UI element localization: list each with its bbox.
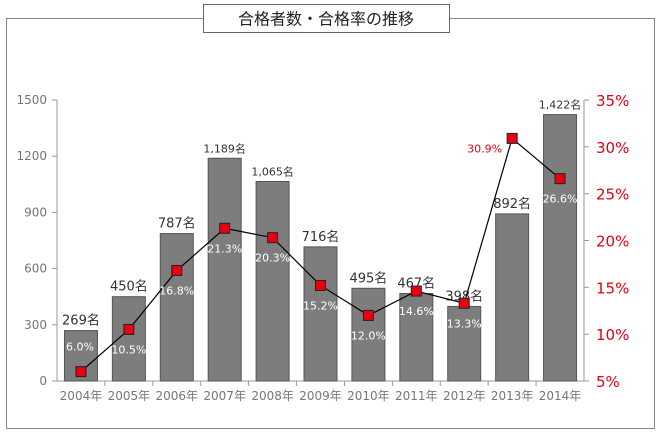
right-axis-tick-label: 30% xyxy=(596,139,629,157)
x-axis-tick-label: 2006年 xyxy=(155,389,198,403)
rate-value-label: 10.5% xyxy=(111,343,146,356)
bar-value-label: 716名 xyxy=(302,229,340,245)
rate-marker xyxy=(458,297,470,309)
rate-marker xyxy=(315,279,326,291)
bar-value-label: 1,189名 xyxy=(203,141,246,155)
bar-value-label: 1,422名 xyxy=(539,98,582,112)
left-axis-tick-label: 0 xyxy=(39,374,47,388)
right-axis-tick-label: 35% xyxy=(596,92,629,110)
rate-value-label: 6.0% xyxy=(66,341,94,354)
right-axis-tick-label: 20% xyxy=(596,233,629,251)
rate-value-label: 13.3% xyxy=(447,317,482,330)
left-axis-tick-label: 1500 xyxy=(16,93,47,107)
right-axis-tick-label: 5% xyxy=(596,373,620,391)
x-axis-tick-label: 2013年 xyxy=(491,389,534,403)
left-axis-tick-label: 1200 xyxy=(16,149,47,163)
bar xyxy=(159,233,194,382)
rate-marker xyxy=(75,366,87,378)
left-axis-tick-label: 300 xyxy=(24,318,47,332)
bar xyxy=(543,114,578,382)
rate-marker xyxy=(123,323,135,335)
left-axis-tick-label: 900 xyxy=(24,205,47,219)
x-axis-tick-label: 2008年 xyxy=(251,389,294,403)
bar-value-label: 269名 xyxy=(62,313,100,329)
bar xyxy=(303,246,338,382)
bar xyxy=(207,157,242,382)
rate-value-label: 14.6% xyxy=(399,305,434,318)
x-axis-tick-label: 2005年 xyxy=(108,389,151,403)
rate-marker xyxy=(219,222,231,234)
rate-marker xyxy=(267,232,279,244)
right-axis-tick-label: 10% xyxy=(596,326,629,344)
x-axis-tick-label: 2009年 xyxy=(299,389,342,403)
bar xyxy=(495,213,530,382)
right-axis-tick-label: 15% xyxy=(596,279,629,297)
bar-value-label: 467名 xyxy=(397,276,435,292)
rate-value-label: 21.3% xyxy=(207,242,242,255)
rate-marker xyxy=(410,285,422,297)
rate-value-label: 12.0% xyxy=(351,329,386,342)
x-axis-tick-label: 2011年 xyxy=(395,389,438,403)
rate-value-label: 15.2% xyxy=(303,299,338,312)
x-axis-tick-label: 2012年 xyxy=(443,389,486,403)
rate-value-label: 16.8% xyxy=(159,284,194,297)
rate-value-label: 20.3% xyxy=(255,252,290,265)
rate-value-label: 30.9% xyxy=(467,142,502,155)
bar xyxy=(351,287,386,382)
rate-marker xyxy=(554,173,566,185)
x-axis-tick-label: 2014年 xyxy=(539,389,582,403)
x-axis-tick-label: 2007年 xyxy=(203,389,246,403)
chart-title: 合格者数・合格率の推移 xyxy=(238,10,414,29)
rate-marker xyxy=(362,309,374,321)
x-axis-tick-label: 2010年 xyxy=(347,389,390,403)
plot-area: 0 300 600 900 1200 1500 5% 10% 15% 20% 25% 30% 35% 20… xyxy=(16,92,629,403)
bar-value-label: 450名 xyxy=(110,279,148,295)
bar-value-label: 1,065名 xyxy=(251,164,294,178)
title-box xyxy=(203,4,450,33)
right-axis-tick-label: 25% xyxy=(596,186,629,204)
left-axis-tick-label: 600 xyxy=(24,262,47,276)
bar-value-label: 495名 xyxy=(349,270,387,286)
x-axis-tick-label: 2004年 xyxy=(60,389,103,403)
rate-value-label: 26.6% xyxy=(543,193,578,206)
rate-marker xyxy=(171,264,183,276)
bar-value-label: 892名 xyxy=(493,196,531,212)
bar xyxy=(255,180,290,382)
bar xyxy=(447,305,482,382)
rate-marker xyxy=(506,132,518,144)
bar-value-label: 787名 xyxy=(158,216,196,232)
